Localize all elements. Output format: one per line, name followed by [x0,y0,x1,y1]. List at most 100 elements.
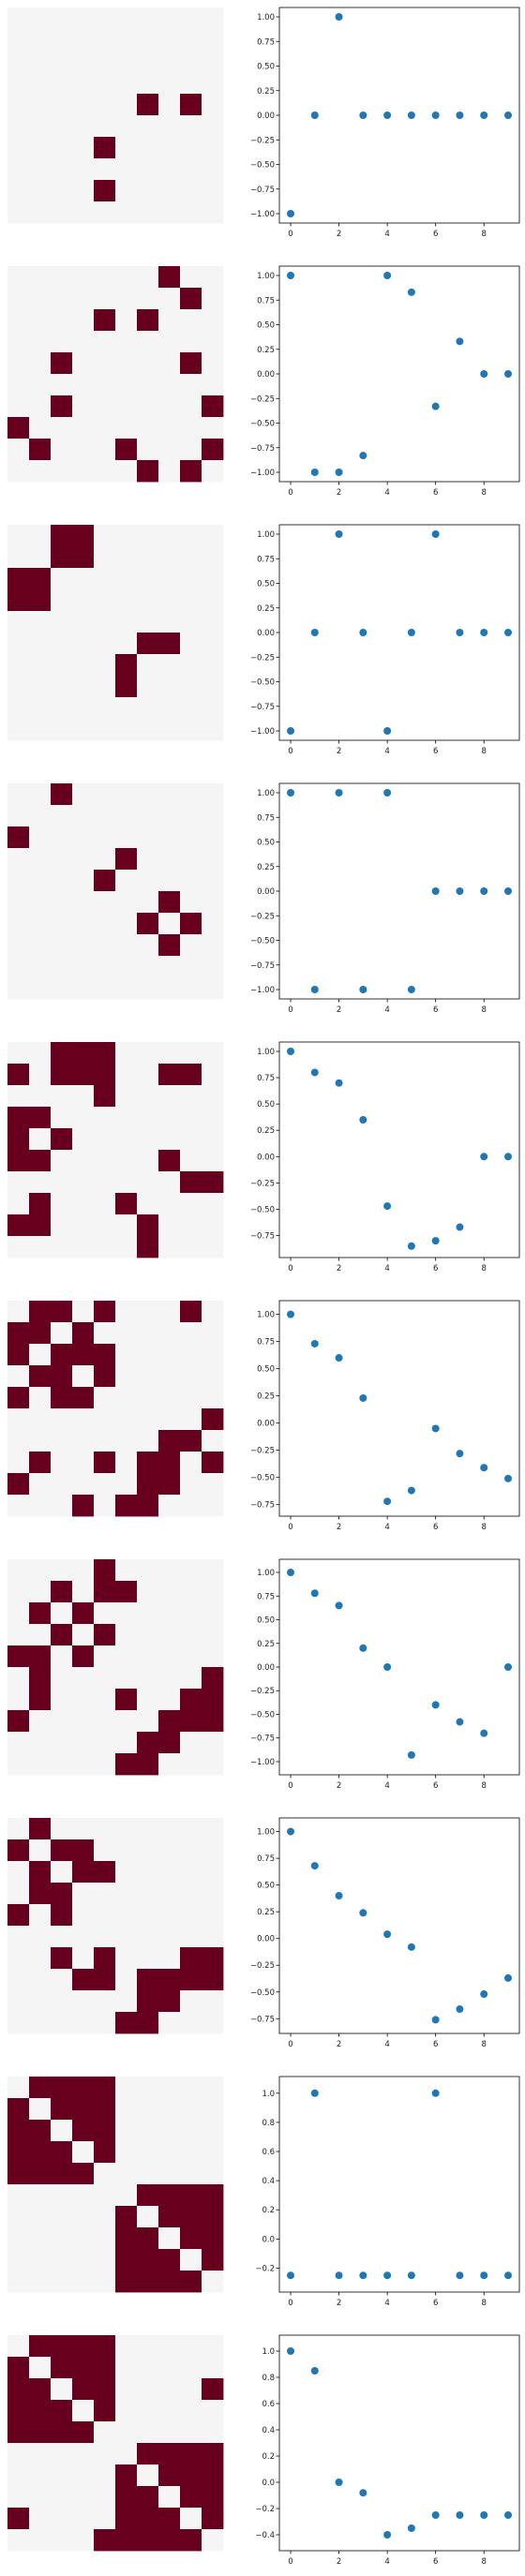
heatmap-cell-off [137,439,159,461]
x-tick-label: 2 [337,1005,341,1015]
heatmap-cell-off [8,1689,30,1711]
heatmap-cell-on [180,1301,202,1323]
heatmap-cell-off [51,1495,73,1517]
x-tick-label: 0 [288,1264,292,1273]
heatmap-cell-off [137,288,159,310]
heatmap-cell-off [51,2464,73,2487]
heatmap-cell-on [202,1969,224,1991]
heatmap-cell-off [51,1818,73,1840]
scatter-point [480,2271,488,2280]
heatmap-cell-off [202,611,224,633]
adjacency-heatmap [8,1301,224,1517]
heatmap-cell-off [72,676,95,698]
scatter-point [335,789,343,797]
heatmap-cell-on [94,1624,116,1646]
heatmap-cell-off [202,1365,224,1388]
heatmap-cell-off [8,2206,30,2228]
heatmap-cell-off [29,676,52,698]
heatmap-cell-off [72,2227,95,2250]
heatmap-cell-on [29,1883,52,1905]
heatmap-cell-off [158,1645,181,1668]
heatmap-cell-off [137,1064,159,1086]
y-tick-label: 0.25 [257,346,275,355]
y-tick-label: 0.50 [257,1365,275,1375]
heatmap-cell-off [158,1624,181,1646]
heatmap-cell-off [51,460,73,483]
heatmap-cell-off [158,1753,181,1776]
heatmap-cell-off [202,201,224,224]
heatmap-cell-off [94,460,116,483]
heatmap-cell-on [158,2529,181,2552]
heatmap-cell-off [94,546,116,569]
heatmap-cell-off [94,158,116,181]
heatmap-cell-off [51,1107,73,1129]
heatmap-cell-off [94,589,116,612]
adjacency-heatmap [8,1042,224,1258]
heatmap-cell-off [51,1150,73,1172]
heatmap-cell-off [202,288,224,310]
heatmap-cell-off [137,2378,159,2401]
heatmap-cell-off [8,1042,30,1065]
heatmap-cell-on [29,2163,52,2185]
heatmap-cell-off [94,2464,116,2487]
heatmap-cell-off [137,1128,159,1151]
heatmap-cell-off [202,2529,224,2552]
heatmap-cell-off [158,589,181,612]
heatmap-cell-off [202,891,224,914]
heatmap-cell-off [180,2378,202,2401]
heatmap-cell-off [202,1904,224,1927]
scatter-point [431,112,440,119]
heatmap-cell-on [29,1301,52,1323]
heatmap-cell-on [94,1452,116,1474]
heatmap-cell-off [8,2012,30,2034]
heatmap-cell-on [115,1495,138,1517]
heatmap-cell-off [180,676,202,698]
x-tick-label: 4 [384,1781,389,1791]
heatmap-cell-off [115,633,138,655]
heatmap-cell-off [115,1408,138,1431]
heatmap-cell-off [72,1214,95,1237]
heatmap-cell-off [202,180,224,202]
heatmap-cell-off [72,2464,95,2487]
heatmap-cell-off [180,2098,202,2121]
heatmap-cell-on [29,2421,52,2444]
y-tick-label: −0.50 [250,678,275,688]
heatmap-cell-off [137,72,159,95]
heatmap-cell-off [51,2012,73,2034]
heatmap-cell-off [158,1667,181,1690]
heatmap-cell-off [115,611,138,633]
heatmap-cell-off [158,1301,181,1323]
heatmap-cell-on [29,2141,52,2164]
heatmap-cell-off [137,934,159,957]
scatter-point [480,370,488,378]
heatmap-cell-off [94,1904,116,1927]
heatmap-cell-off [94,1710,116,1733]
heatmap-cell-off [8,331,30,353]
heatmap-cell-off [115,1107,138,1129]
heatmap-cell-on [94,1301,116,1323]
y-tick-label: 0.50 [257,1882,275,1891]
heatmap-cell-off [158,546,181,569]
heatmap-cell-on [72,1602,95,1625]
y-tick-label: 0.75 [257,296,275,305]
scatter-point [456,2511,464,2519]
heatmap-cell-on [94,1085,116,1108]
heatmap-cell-off [202,29,224,52]
heatmap-cell-off [29,1969,52,1991]
heatmap-cell-on [94,2378,116,2401]
heatmap-cell-off [72,180,95,202]
scatter-point [287,1310,294,1318]
heatmap-cell-off [180,1365,202,1388]
heatmap-cell-off [72,697,95,720]
heatmap-cell-off [8,2529,30,2552]
heatmap-cell-on [202,1689,224,1711]
heatmap-cell-off [29,848,52,871]
heatmap-cell-off [94,977,116,1000]
heatmap-cell-on [72,2335,95,2358]
heatmap-cell-off [158,2227,181,2250]
heatmap-cell-on [94,870,116,892]
x-tick-label: 4 [384,1264,389,1273]
heatmap-cell-off [180,1559,202,1582]
y-tick-label: 0.75 [257,555,275,564]
heatmap-cell-off [115,956,138,978]
